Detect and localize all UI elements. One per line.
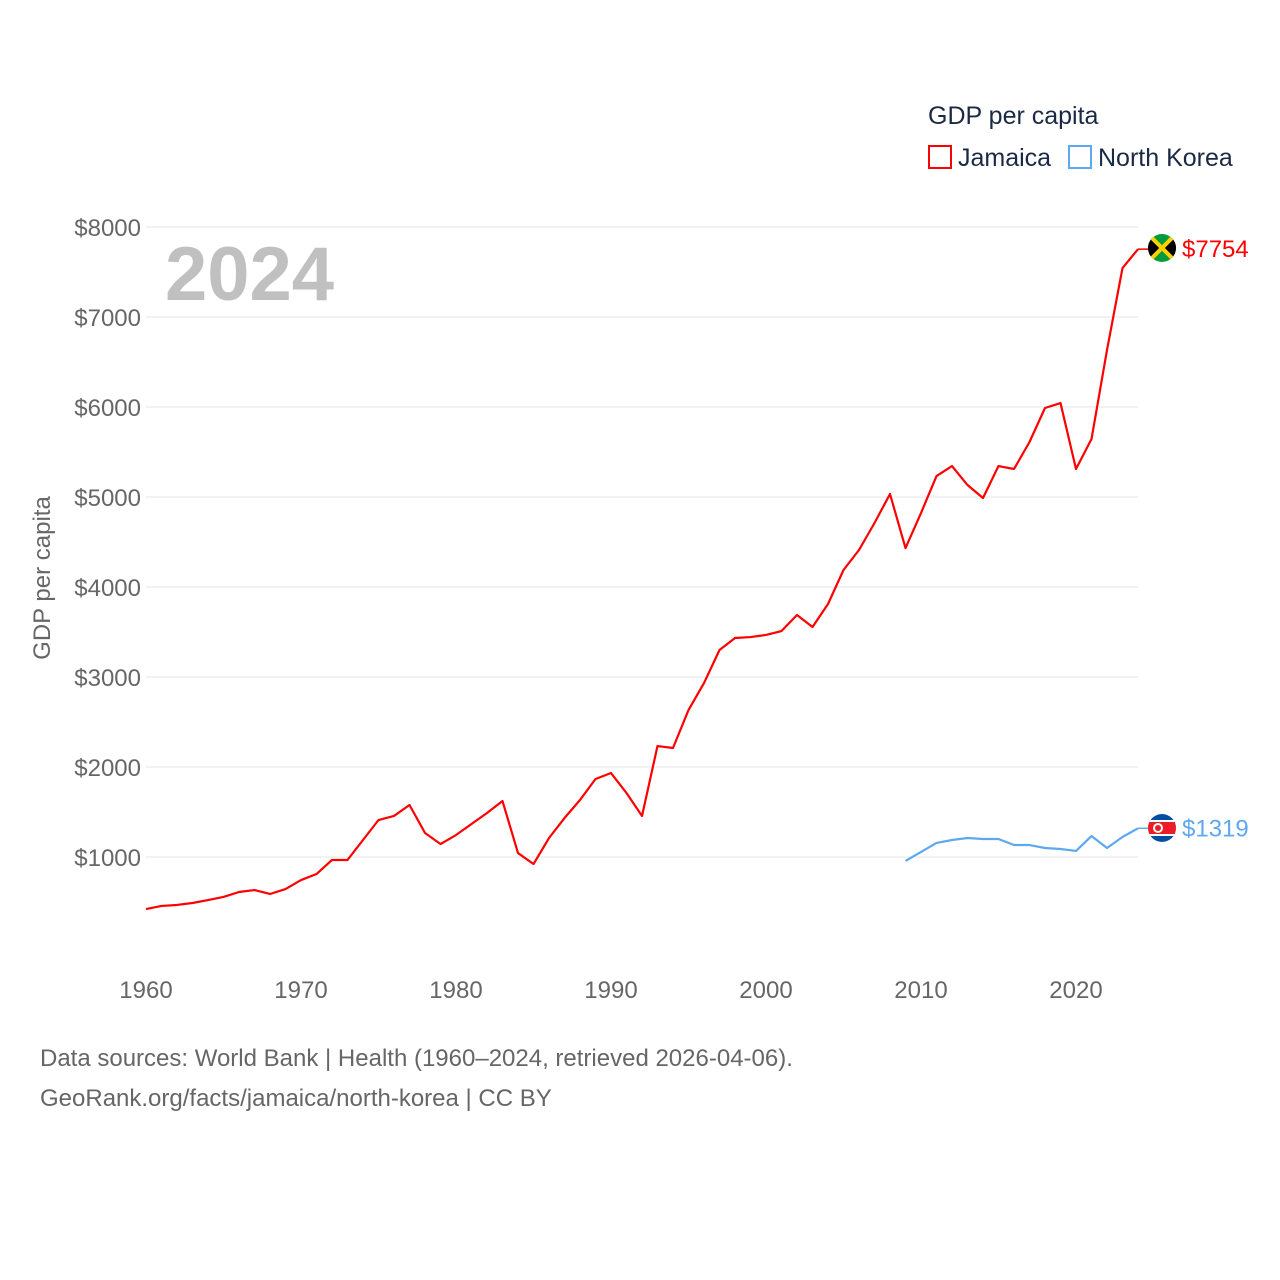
y-tick-label: $6000 <box>74 395 141 422</box>
y-tick-label: $7000 <box>74 305 141 332</box>
footer-link[interactable]: GeoRank.org/facts/jamaica/north-korea | … <box>40 1085 552 1112</box>
x-tick-label: 2020 <box>1049 977 1102 1004</box>
end-value-label: $7754 <box>1182 236 1249 263</box>
y-tick-label: $1000 <box>74 845 141 872</box>
y-tick-label: $5000 <box>74 485 141 512</box>
legend: GDP per capita Jamaica North Korea <box>928 102 1233 172</box>
series-line-north-korea[interactable] <box>904 827 1139 862</box>
footer-sources: Data sources: World Bank | Health (1960–… <box>40 1045 793 1072</box>
y-tick-label: $8000 <box>74 215 141 242</box>
end-value-label: $1319 <box>1182 815 1249 842</box>
series-line-jamaica[interactable] <box>145 248 1139 911</box>
legend-swatch-north-korea[interactable] <box>1068 145 1092 169</box>
legend-title: GDP per capita <box>928 102 1099 130</box>
x-tick-label: 2000 <box>739 977 792 1004</box>
legend-label-jamaica[interactable]: Jamaica <box>958 144 1051 172</box>
y-tick-label: $4000 <box>74 575 141 602</box>
y-tick-label: $2000 <box>74 755 141 782</box>
year-watermark: 2024 <box>165 232 334 317</box>
y-tick-label: $3000 <box>74 665 141 692</box>
north-korea-flag-icon <box>1148 814 1176 842</box>
x-tick-label: 1980 <box>429 977 482 1004</box>
x-tick-label: 1960 <box>119 977 172 1004</box>
x-tick-label: 1990 <box>584 977 637 1004</box>
x-tick-label: 1970 <box>274 977 327 1004</box>
x-tick-label: 2010 <box>894 977 947 1004</box>
legend-label-north-korea[interactable]: North Korea <box>1098 144 1233 172</box>
legend-swatch-jamaica[interactable] <box>928 145 952 169</box>
y-axis-label: GDP per capita <box>29 496 56 660</box>
jamaica-flag-icon <box>1148 234 1176 262</box>
